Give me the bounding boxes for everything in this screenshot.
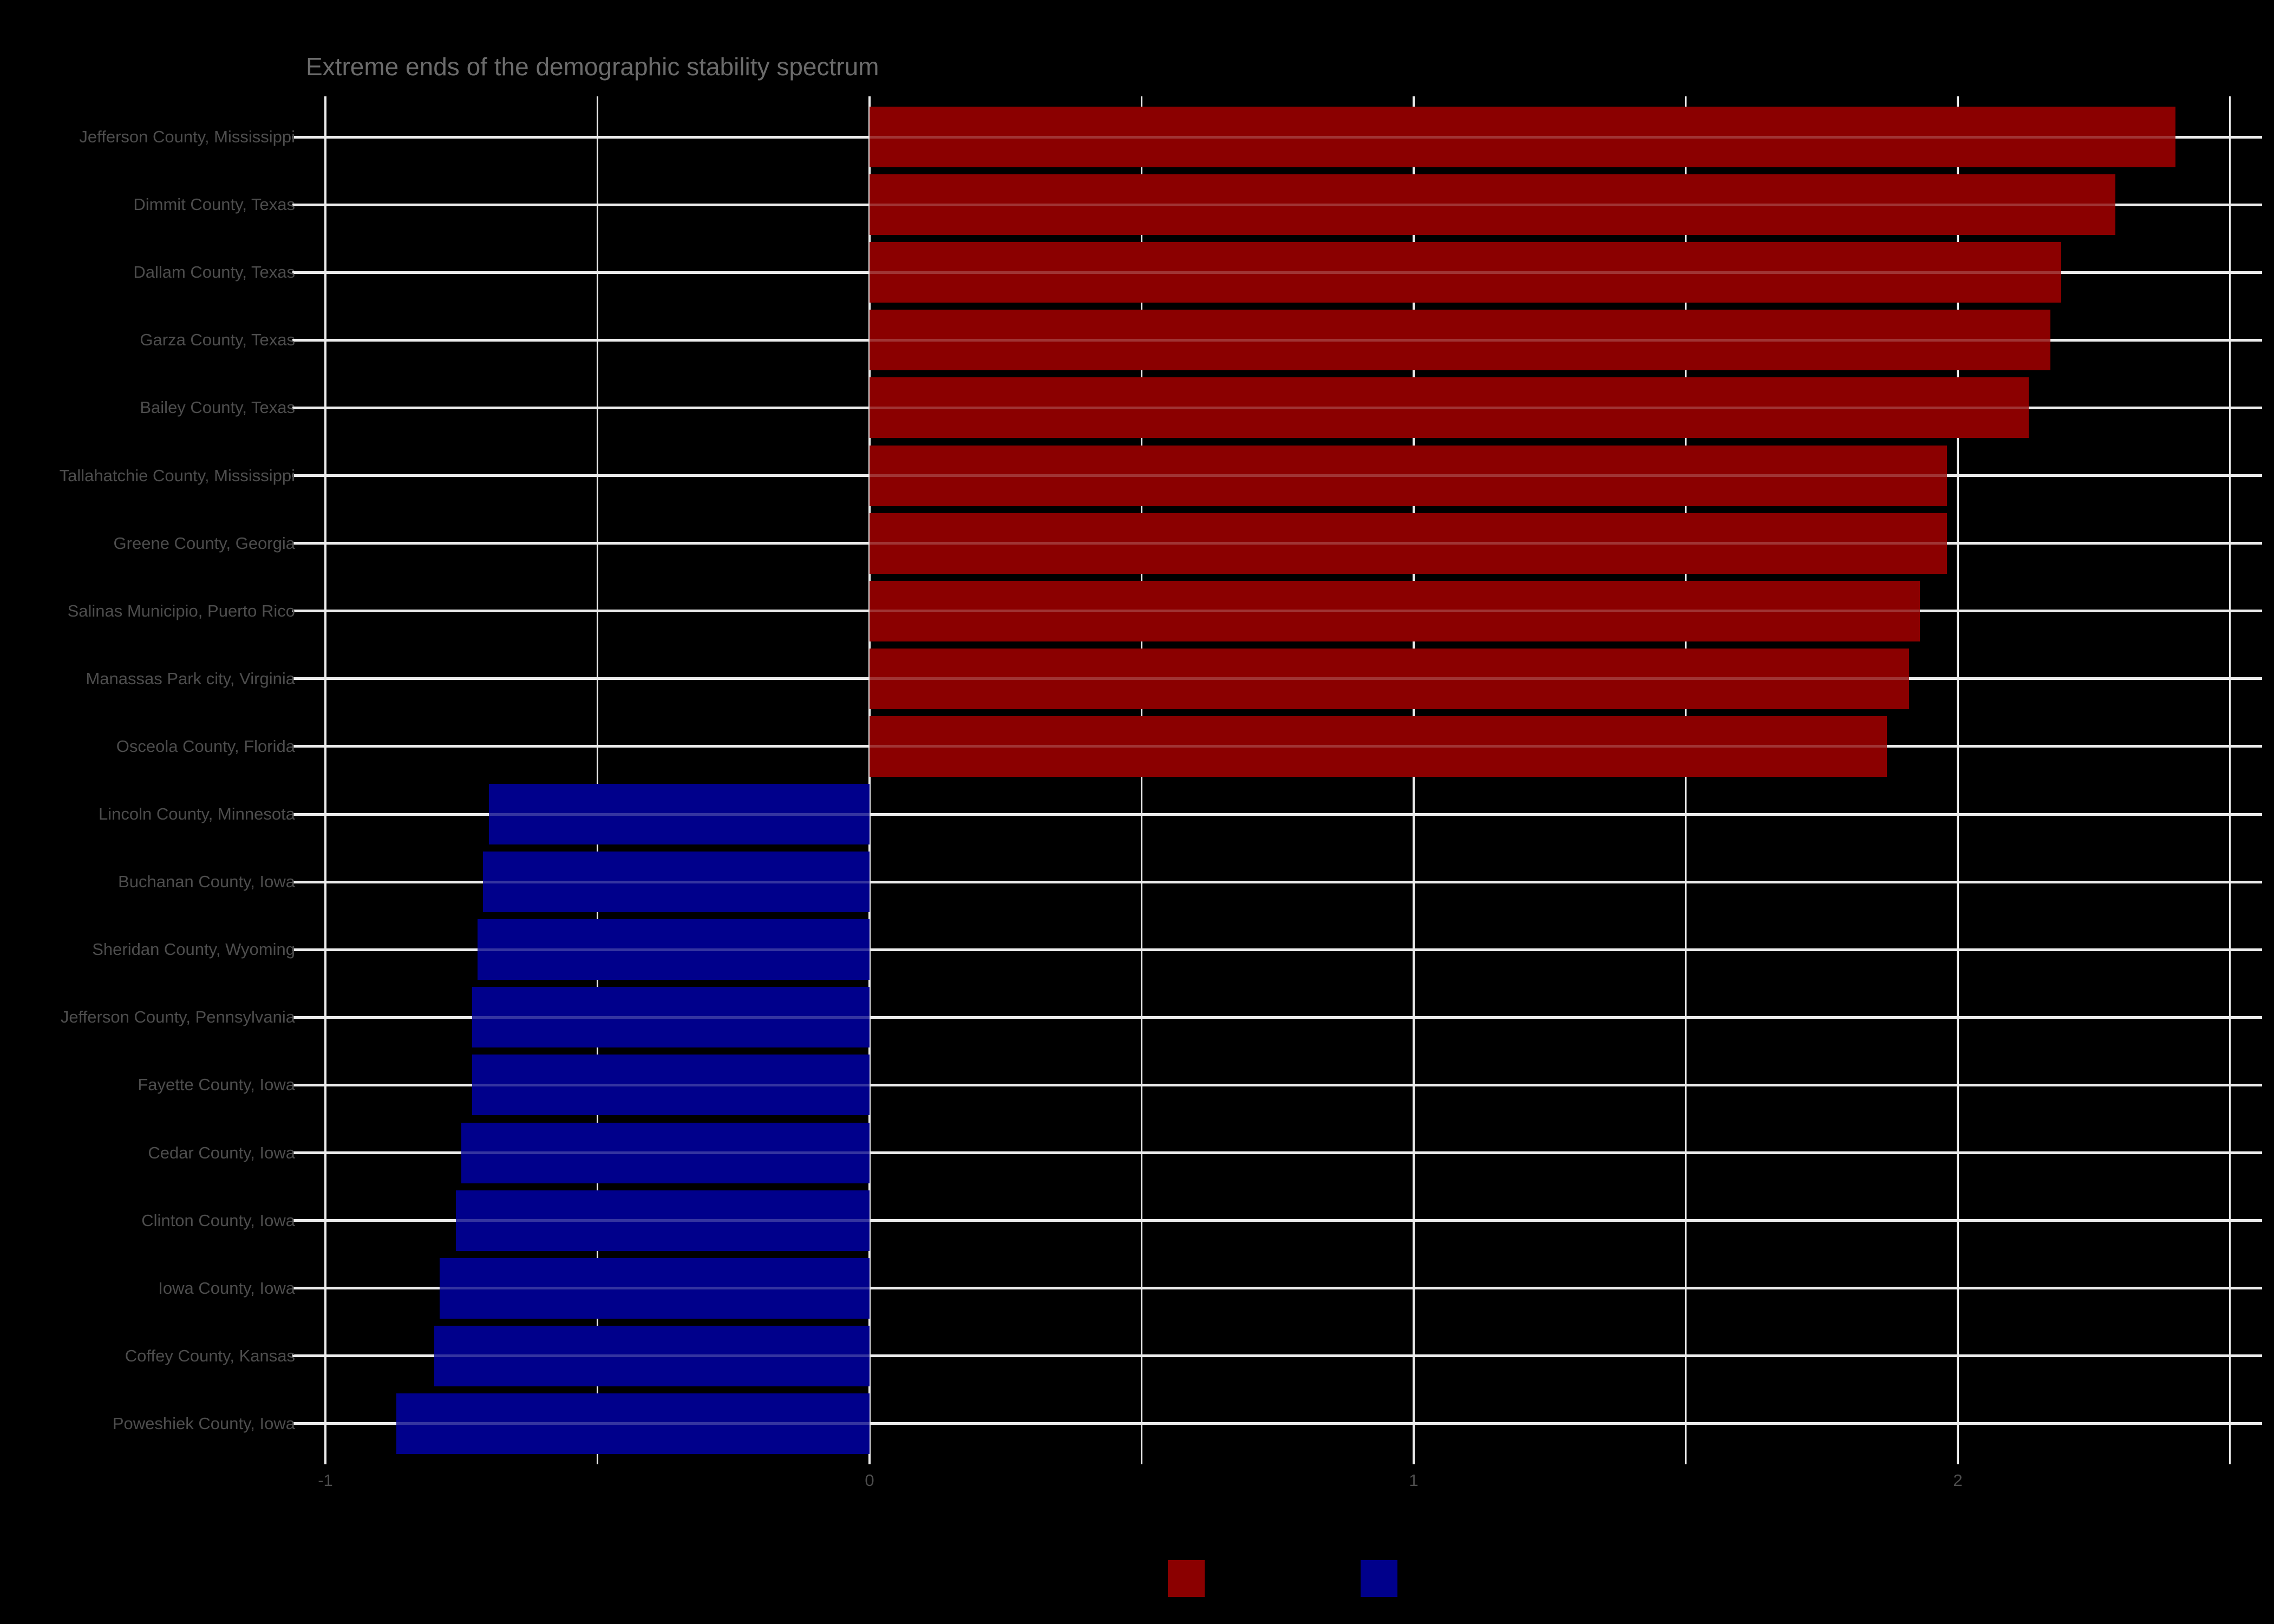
y-axis-label: Buchanan County, Iowa bbox=[118, 872, 295, 892]
bar bbox=[396, 1393, 870, 1454]
bar bbox=[456, 1190, 870, 1251]
bar bbox=[870, 107, 2175, 167]
y-axis-label: Osceola County, Florida bbox=[116, 736, 295, 756]
y-axis-label: Salinas Municipio, Puerto Rico bbox=[67, 601, 295, 620]
minor-gridline bbox=[1141, 96, 1142, 1464]
major-gridline bbox=[1957, 96, 1959, 1464]
bar bbox=[483, 852, 870, 913]
y-axis-label: Clinton County, Iowa bbox=[141, 1210, 295, 1230]
bar bbox=[488, 784, 870, 844]
category-gridline bbox=[292, 1219, 2262, 1222]
y-axis-label: Fayette County, Iowa bbox=[138, 1075, 295, 1095]
bar bbox=[870, 648, 1909, 709]
y-axis-label: Jefferson County, Pennsylvania bbox=[60, 1007, 295, 1027]
minor-gridline bbox=[2229, 96, 2231, 1464]
bar bbox=[870, 513, 1947, 574]
category-gridline bbox=[292, 1354, 2262, 1358]
y-axis-label: Tallahatchie County, Mississippi bbox=[59, 466, 295, 485]
y-axis-label: Garza County, Texas bbox=[140, 330, 295, 350]
y-axis-label: Manassas Park city, Virginia bbox=[86, 669, 295, 688]
category-gridline bbox=[292, 948, 2262, 951]
y-axis-label: Cedar County, Iowa bbox=[148, 1143, 295, 1162]
y-axis-label: Bailey County, Texas bbox=[140, 398, 295, 417]
x-tick-label: 1 bbox=[1409, 1471, 1419, 1490]
x-tick-label: 0 bbox=[865, 1471, 874, 1490]
y-axis-label: Dallam County, Texas bbox=[133, 263, 295, 282]
category-gridline bbox=[292, 1287, 2262, 1290]
category-gridline bbox=[292, 1151, 2262, 1154]
category-gridline bbox=[292, 813, 2262, 816]
y-axis-label: Poweshiek County, Iowa bbox=[112, 1413, 295, 1433]
x-tick-label: -1 bbox=[318, 1471, 333, 1490]
bar bbox=[870, 580, 1920, 641]
y-axis-label: Sheridan County, Wyoming bbox=[92, 940, 295, 959]
major-gridline bbox=[324, 96, 326, 1464]
bar bbox=[472, 987, 870, 1048]
bar bbox=[870, 242, 2061, 303]
legend-key bbox=[1168, 1560, 1205, 1597]
y-axis-label: Iowa County, Iowa bbox=[158, 1278, 295, 1298]
y-axis-label: Dimmit County, Texas bbox=[133, 195, 295, 214]
bar bbox=[478, 919, 870, 980]
major-gridline bbox=[868, 96, 871, 1464]
chart-title: Extreme ends of the demographic stabilit… bbox=[306, 53, 879, 81]
legend-key bbox=[1361, 1560, 1397, 1597]
x-tick-label: 2 bbox=[1953, 1471, 1963, 1490]
bar bbox=[870, 716, 1887, 777]
y-axis-label: Greene County, Georgia bbox=[113, 533, 295, 553]
y-axis-label: Lincoln County, Minnesota bbox=[98, 804, 295, 823]
bar bbox=[870, 377, 2029, 438]
category-gridline bbox=[292, 1016, 2262, 1019]
category-gridline bbox=[292, 1422, 2262, 1425]
bar bbox=[472, 1055, 870, 1116]
bar bbox=[870, 445, 1947, 506]
plot-panel bbox=[292, 96, 2262, 1464]
major-gridline bbox=[1413, 96, 1415, 1464]
minor-gridline bbox=[597, 96, 598, 1464]
y-axis-label: Jefferson County, Mississippi bbox=[79, 127, 295, 146]
category-gridline bbox=[292, 880, 2262, 883]
bar bbox=[434, 1325, 870, 1386]
bar bbox=[870, 174, 2116, 235]
y-axis-label: Coffey County, Kansas bbox=[125, 1346, 295, 1365]
category-gridline bbox=[292, 1083, 2262, 1086]
minor-gridline bbox=[1685, 96, 1687, 1464]
bar bbox=[870, 310, 2050, 371]
bar bbox=[461, 1122, 870, 1183]
bar bbox=[440, 1258, 870, 1319]
legend bbox=[0, 1560, 2274, 1597]
